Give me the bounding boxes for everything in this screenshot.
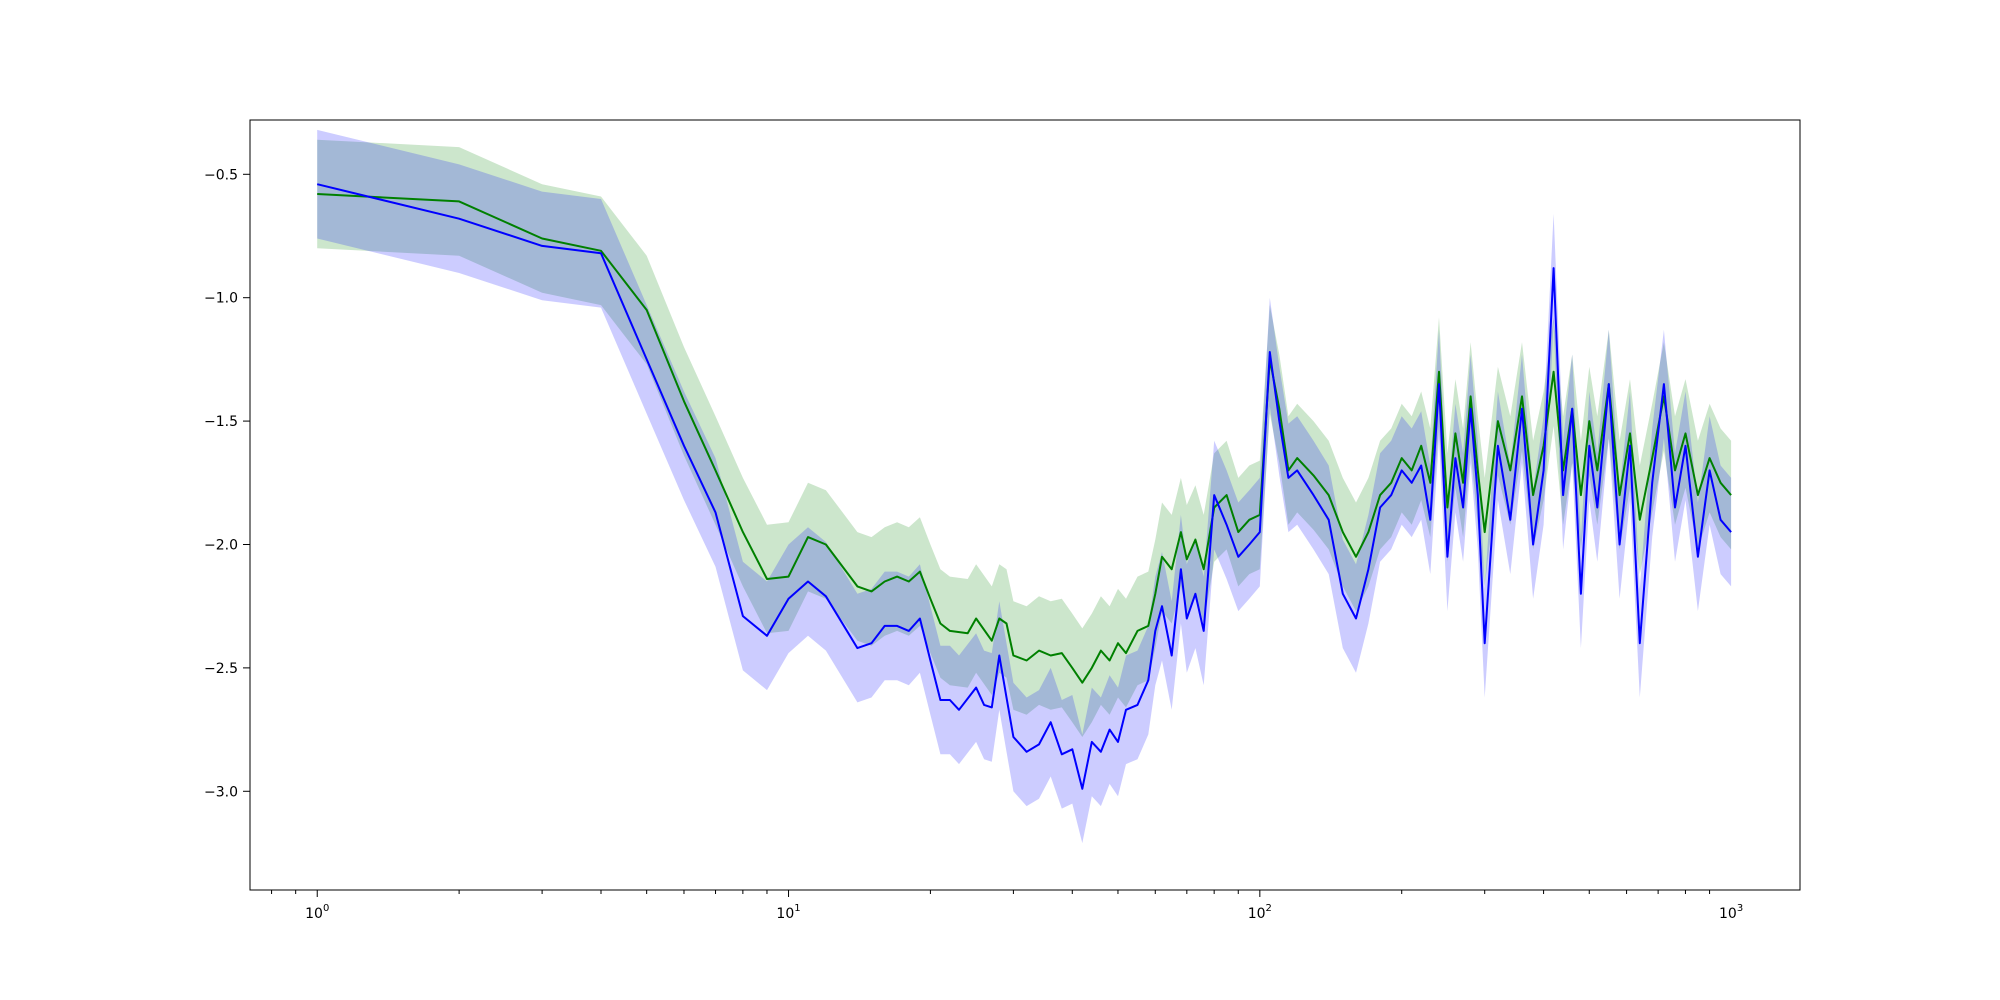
y-tick-label: −0.5 [204,167,238,183]
y-axis: −0.5 −1.0 −1.5 −2.0 −2.5 −3.0 [204,167,250,800]
x-tick-label: 101 [776,903,800,922]
y-tick-label: −2.0 [204,537,238,553]
series-1-band [317,139,1732,737]
series-1-line [317,193,1732,684]
series-2-line [316,183,1732,790]
x-tick-label: 103 [1719,903,1743,922]
x-tick-label: 102 [1248,903,1272,922]
x-axis: 100 101 102 103 [271,890,1743,922]
y-tick-label: −3.0 [204,784,238,800]
series-lines [316,183,1732,790]
plot-frame [249,119,1801,891]
y-tick-label: −1.5 [204,414,238,430]
y-tick-label: −1.0 [204,291,238,307]
y-tick-label: −2.5 [204,661,238,677]
x-tick-label: 100 [305,903,329,922]
